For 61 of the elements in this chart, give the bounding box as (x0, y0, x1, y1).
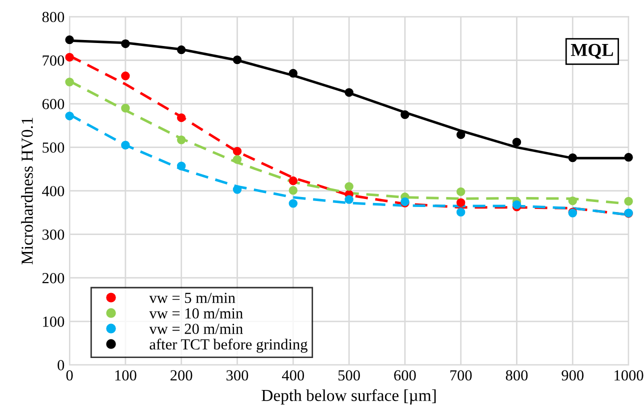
point (288, 176, 298, 186)
point (232, 185, 242, 194)
legend-label: after TCT before grinding (150, 338, 308, 353)
point (512, 138, 522, 146)
point (232, 155, 242, 164)
point (65, 112, 74, 120)
y-tick-label: 200 (42, 273, 64, 284)
x-tick-label: 300 (226, 370, 248, 381)
point (176, 45, 186, 54)
point (121, 39, 130, 48)
x-tick-label: 200 (170, 370, 192, 381)
y-tick-label: 700 (42, 55, 64, 66)
point (568, 153, 578, 162)
point (65, 78, 74, 86)
x-tick-label: 0 (66, 370, 73, 381)
point (65, 35, 74, 44)
point (288, 68, 298, 78)
point (232, 146, 242, 156)
point (121, 72, 130, 80)
point (344, 88, 354, 97)
point (121, 140, 130, 150)
point (288, 186, 298, 195)
x-tick-label: 400 (282, 370, 304, 381)
point (176, 136, 186, 144)
y-tick-label: 500 (42, 142, 64, 153)
x-axis-title: Depth below surface [µm] (262, 389, 436, 404)
point (456, 198, 466, 207)
point (232, 55, 242, 64)
point (624, 152, 633, 162)
point (288, 199, 298, 208)
point (176, 162, 186, 170)
point (568, 196, 578, 206)
point (400, 110, 410, 120)
point (176, 113, 186, 122)
legend-label: vw = 20 m/min (149, 324, 243, 334)
y-tick-label: 0 (58, 360, 64, 370)
point (512, 200, 522, 210)
point (121, 104, 130, 112)
y-tick-label: 300 (42, 229, 64, 240)
x-tick-label: 100 (115, 370, 136, 381)
x-tick-label: 500 (338, 370, 360, 381)
point (456, 130, 466, 140)
x-tick-label: 900 (562, 370, 584, 381)
point (344, 195, 354, 204)
point (456, 187, 466, 196)
point (344, 182, 354, 191)
legend-label: vw = 10 m/min (149, 308, 243, 319)
y-tick-label: 600 (42, 98, 64, 110)
x-tick-label: 800 (506, 370, 528, 381)
point (624, 196, 633, 206)
y-tick-label: 100 (43, 316, 64, 327)
x-tick-label: 600 (394, 370, 416, 381)
y-axis-title: Microhardness HV0.1 (21, 118, 33, 264)
point (65, 52, 74, 62)
y-tick-label: 800 (42, 12, 64, 22)
x-tick-label: 700 (450, 370, 472, 381)
point (456, 208, 466, 217)
y-tick-label: 400 (42, 186, 64, 196)
legend-label: vw = 5 m/min (149, 292, 236, 304)
x-tick-label: 1000 (614, 370, 644, 381)
annotation: MQL (570, 44, 614, 59)
